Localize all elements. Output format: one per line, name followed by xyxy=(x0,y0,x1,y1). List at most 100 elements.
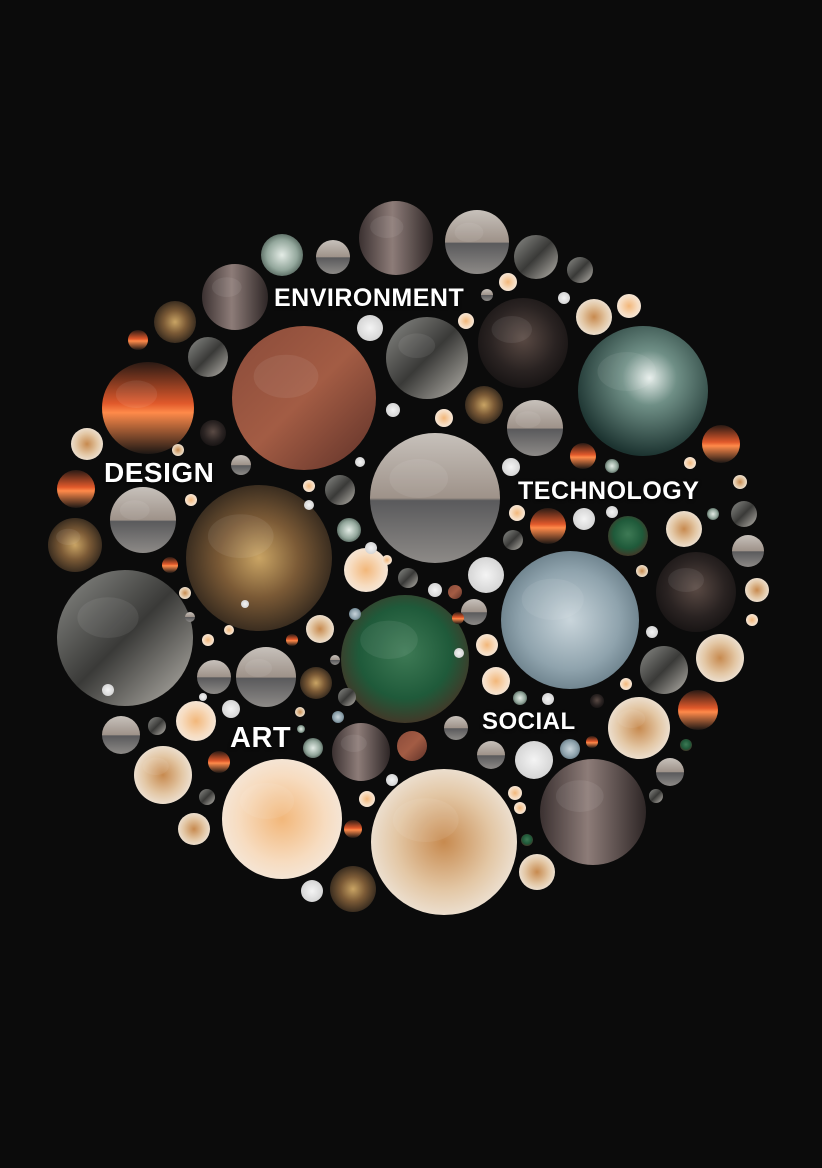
photo-bubble xyxy=(606,506,618,518)
photo-bubble xyxy=(332,723,390,781)
night-city-aerial-photo xyxy=(186,485,332,631)
photo-bubble xyxy=(398,568,418,588)
bubble-highlight xyxy=(119,500,150,520)
citrus-drinks-photo xyxy=(185,494,197,506)
photo-bubble xyxy=(102,362,194,454)
photo-bubble xyxy=(224,625,234,635)
citrus-drinks-photo xyxy=(514,802,526,814)
bubble-highlight xyxy=(211,277,242,297)
monstera-leaf-face-photo xyxy=(521,834,533,846)
man-striped-trousers-photo xyxy=(188,337,228,377)
photo-bubble xyxy=(656,758,684,786)
photo-bubble xyxy=(359,791,375,807)
photo-bubble xyxy=(208,751,230,773)
orange-neon-light-photo xyxy=(702,425,740,463)
photo-bubble xyxy=(344,548,388,592)
dark-cat-photo xyxy=(590,694,604,708)
citrus-drinks-photo xyxy=(617,294,641,318)
orange-neon-light-photo xyxy=(162,557,178,573)
photo-bubble xyxy=(515,741,553,779)
waterfall-photo xyxy=(578,326,708,456)
marble-texture-photo xyxy=(606,506,618,518)
snowy-forest-aerial-photo xyxy=(560,739,580,759)
photo-bubble xyxy=(303,480,315,492)
marble-texture-photo xyxy=(468,557,504,593)
photo-bubble xyxy=(200,420,226,446)
photo-bubble xyxy=(178,813,210,845)
orange-neon-light-photo xyxy=(452,612,464,624)
cinnamon-rolls-tray-photo xyxy=(371,769,517,915)
brick-arches-red-jacket-photo xyxy=(448,585,462,599)
photo-bubble xyxy=(197,660,231,694)
bubble-highlight xyxy=(454,222,484,242)
misty-plant-photo xyxy=(297,725,305,733)
man-striped-trousers-photo xyxy=(514,235,558,279)
misty-plant-photo xyxy=(337,518,361,542)
night-city-aerial-photo xyxy=(154,301,196,343)
photo-bubble xyxy=(696,634,744,682)
photo-bubble xyxy=(386,774,398,786)
canal-houses-reflection-photo xyxy=(507,400,563,456)
man-striped-trousers-photo xyxy=(338,688,356,706)
cinnamon-rolls-tray-photo xyxy=(636,565,648,577)
man-striped-trousers-photo xyxy=(57,570,193,706)
citrus-drinks-photo xyxy=(176,701,216,741)
bubble-highlight xyxy=(392,798,459,842)
bubble-highlight xyxy=(115,380,158,409)
photo-bubble xyxy=(48,518,102,572)
photo-bubble xyxy=(567,257,593,283)
orange-neon-light-photo xyxy=(586,736,598,748)
photo-bubble xyxy=(128,330,148,350)
bubble-highlight xyxy=(389,459,448,498)
canal-houses-reflection-photo xyxy=(316,240,350,274)
misty-plant-photo xyxy=(513,691,527,705)
citrus-drinks-photo xyxy=(684,457,696,469)
photo-bubble xyxy=(428,583,442,597)
misty-plant-photo xyxy=(605,459,619,473)
canal-houses-reflection-photo xyxy=(231,455,251,475)
photo-bubble xyxy=(620,678,632,690)
photo-bubble xyxy=(481,289,493,301)
marble-texture-photo xyxy=(365,542,377,554)
orange-neon-light-photo xyxy=(530,508,566,544)
photo-bubble xyxy=(102,684,114,696)
dark-cat-photo xyxy=(200,420,226,446)
photo-bubble xyxy=(514,802,526,814)
photo-bubble xyxy=(640,646,688,694)
orange-neon-light-photo xyxy=(570,443,596,469)
photo-bubble xyxy=(185,612,195,622)
photo-bubble xyxy=(707,508,719,520)
photo-bubble xyxy=(231,455,251,475)
citrus-drinks-photo xyxy=(746,614,758,626)
photo-bubble xyxy=(162,557,178,573)
man-striped-trousers-photo xyxy=(386,317,468,399)
photo-bubble xyxy=(172,444,184,456)
photo-bubble xyxy=(509,505,525,521)
monstera-leaf-face-photo xyxy=(680,739,692,751)
photo-bubble xyxy=(297,725,305,733)
photo-bubble xyxy=(530,508,566,544)
photo-bubble xyxy=(558,292,570,304)
marble-texture-photo xyxy=(357,315,383,341)
brick-arches-red-jacket-photo xyxy=(232,326,376,470)
photo-bubble xyxy=(344,820,362,838)
photo-bubble xyxy=(148,717,166,735)
cinnamon-rolls-tray-photo xyxy=(295,707,305,717)
night-city-aerial-photo xyxy=(465,386,503,424)
photo-bubble xyxy=(185,494,197,506)
photo-bubble xyxy=(71,428,103,460)
cinnamon-rolls-tray-photo xyxy=(306,615,334,643)
citrus-drinks-photo xyxy=(224,625,234,635)
citrus-drinks-photo xyxy=(482,667,510,695)
bubble-highlight xyxy=(56,528,81,546)
photo-bubble xyxy=(357,315,383,341)
man-striped-trousers-photo xyxy=(567,257,593,283)
photo-bubble xyxy=(636,565,648,577)
marble-texture-photo xyxy=(454,648,464,658)
photo-bubble xyxy=(646,626,658,638)
photo-bubble xyxy=(478,298,568,388)
canal-houses-reflection-photo xyxy=(444,716,468,740)
man-striped-trousers-photo xyxy=(148,717,166,735)
photo-bubble xyxy=(608,697,670,759)
bubble-highlight xyxy=(77,597,139,638)
